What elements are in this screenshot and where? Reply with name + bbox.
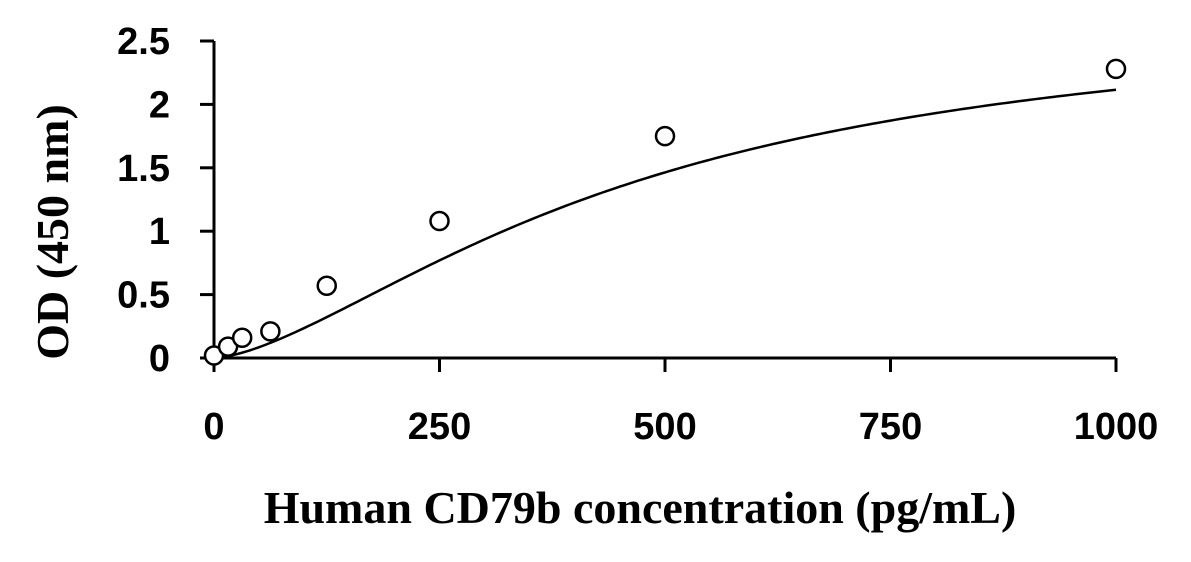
x-ticks: 0 250 500 750 1000 bbox=[203, 358, 1158, 448]
fit-curve bbox=[213, 88, 1117, 360]
data-point bbox=[654, 125, 676, 147]
data-point bbox=[231, 327, 253, 348]
y-tick-label: 2 bbox=[149, 84, 170, 126]
y-tick-label: 2.5 bbox=[117, 21, 170, 63]
x-tick-label: 1000 bbox=[1074, 406, 1159, 448]
data-point bbox=[316, 275, 337, 296]
x-tick-label: 0 bbox=[203, 406, 224, 448]
axes bbox=[212, 41, 1116, 360]
x-axis-title: Human CD79b concentration (pg/mL) bbox=[264, 482, 1017, 533]
data-point bbox=[429, 210, 450, 232]
y-tick-label: 1 bbox=[149, 211, 170, 253]
x-tick-label: 500 bbox=[633, 406, 696, 448]
y-axis-title: OD (450 nm) bbox=[27, 104, 78, 360]
y-tick-label: 0.5 bbox=[117, 275, 170, 317]
data-point bbox=[260, 321, 281, 342]
y-tick-label: 1.5 bbox=[117, 148, 170, 190]
y-tick-label: 0 bbox=[149, 338, 170, 380]
data-point bbox=[1105, 58, 1127, 80]
data-points bbox=[203, 58, 1127, 366]
x-tick-label: 250 bbox=[408, 406, 471, 448]
x-tick-label: 750 bbox=[859, 406, 922, 448]
y-ticks: 0 0.5 1 1.5 2 2.5 bbox=[117, 21, 214, 380]
